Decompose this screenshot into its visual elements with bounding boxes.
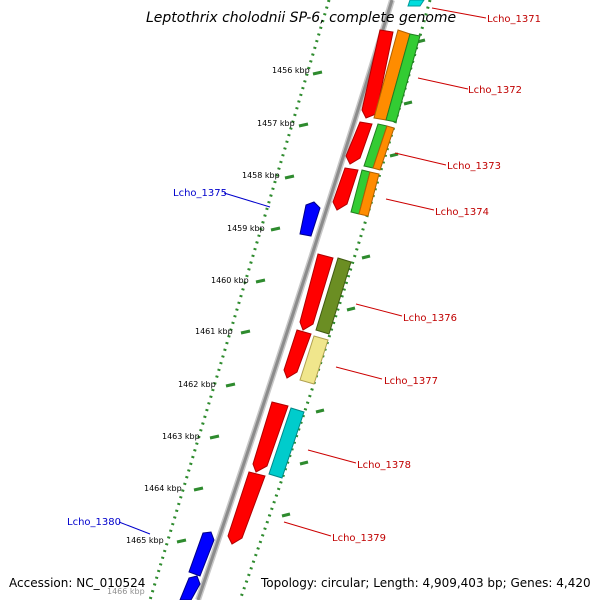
gene-label-lcho-1376: Lcho_1376: [403, 313, 457, 324]
gene-yellow-1377: [299, 335, 329, 385]
kbp-label-1459: 1459 kbp: [227, 224, 265, 233]
gene-orange-1373: [372, 125, 395, 171]
gene-label-lcho-1379: Lcho_1379: [332, 533, 386, 544]
kbp-label-1456: 1456 kbp: [272, 66, 310, 75]
kbp-label-1460: 1460 kbp: [211, 276, 249, 285]
kbp-label-1463: 1463 kbp: [162, 432, 200, 441]
gene-label-lcho-1380: Lcho_1380: [67, 517, 121, 528]
kbp-label-1466: 1466 kbp: [107, 587, 145, 596]
kbp-label-1458: 1458 kbp: [242, 171, 280, 180]
gene-red-1373: [345, 121, 373, 165]
gene-blue-1375: [299, 201, 321, 237]
kbp-label-1462: 1462 kbp: [178, 380, 216, 389]
gene-label-lcho-1377: Lcho_1377: [384, 376, 438, 387]
gene-name-labels: Lcho_1371 Lcho_1372 Lcho_1373 Lcho_1374 …: [67, 14, 541, 544]
gene-red-1377: [283, 329, 312, 379]
gene-green-1372: [385, 33, 421, 123]
gene-olive-1376: [315, 257, 352, 335]
gene-red-1379: [227, 471, 266, 545]
gene-label-lcho-1373: Lcho_1373: [447, 161, 501, 172]
genome-title: Leptothrix cholodnii SP-6, complete geno…: [146, 10, 456, 26]
gene-label-lcho-1374: Lcho_1374: [435, 207, 489, 218]
accession-text: Accession: NC_010524: [9, 576, 145, 590]
tick-1462: [225, 382, 236, 388]
gene-red-1371: [361, 29, 394, 119]
gene-label-lcho-1371: Lcho_1371: [487, 14, 541, 25]
gene-label-lcho-1372: Lcho_1372: [468, 85, 522, 96]
gene-orange-1374: [358, 171, 380, 217]
tick-1457: [298, 122, 309, 128]
gene-features: [179, 0, 425, 600]
gene-cyan-1378: [268, 407, 305, 479]
gene-blue-1380: [188, 531, 215, 577]
tick-1456: [312, 70, 323, 76]
tick-1458: [284, 174, 295, 180]
kbp-tick-labels: 1456 kbp 1457 kbp 1458 kbp 1459 kbp 1460…: [107, 66, 310, 596]
gene-label-lcho-1375: Lcho_1375: [173, 188, 227, 199]
gene-blue-1381: [179, 575, 201, 600]
gene-cyan-1371: [407, 0, 425, 7]
inner-ring-ticks: [281, 38, 426, 518]
genome-backbone-core: [196, 0, 394, 600]
kbp-label-1464: 1464 kbp: [144, 484, 182, 493]
kbp-label-1461: 1461 kbp: [195, 327, 233, 336]
gene-red-1376: [299, 253, 334, 331]
kbp-tick-marks: [176, 70, 323, 544]
gene-red-1378: [252, 401, 289, 473]
tick-1463: [209, 434, 220, 440]
tick-1465: [176, 538, 187, 544]
tick-1464: [193, 486, 204, 492]
tick-1461: [240, 329, 251, 335]
kbp-label-1465: 1465 kbp: [126, 536, 164, 545]
gene-label-lcho-1378: Lcho_1378: [357, 460, 411, 471]
gene-label-leaders: [118, 7, 487, 537]
kbp-label-1457: 1457 kbp: [257, 119, 295, 128]
gene-red-1374: [332, 167, 359, 211]
tick-1459: [270, 226, 281, 232]
topology-text: Topology: circular; Length: 4,909,403 bp…: [260, 576, 591, 590]
outer-dotted-ring: [148, 0, 331, 600]
tick-1460: [255, 278, 266, 284]
